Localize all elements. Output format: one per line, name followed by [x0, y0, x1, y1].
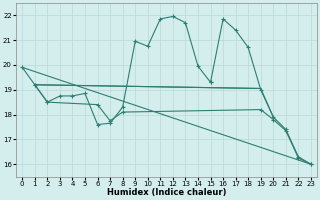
X-axis label: Humidex (Indice chaleur): Humidex (Indice chaleur) [107, 188, 226, 197]
